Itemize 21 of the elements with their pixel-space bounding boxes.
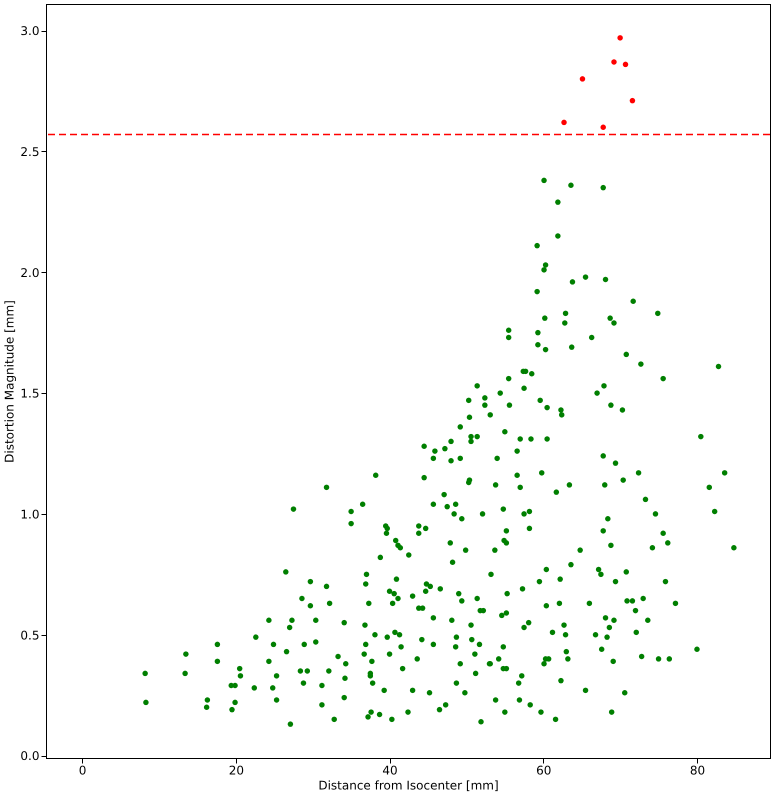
x-axis-title: Distance from Isocenter [mm] — [318, 778, 499, 792]
x-tick-label: 80 — [690, 764, 706, 778]
point — [622, 62, 628, 68]
point — [580, 76, 586, 82]
x-tick-label: 40 — [382, 764, 398, 778]
y-tick-label: 1.0 — [20, 507, 40, 522]
point — [600, 124, 606, 130]
y-tick-label: 2.5 — [20, 144, 40, 159]
y-tick-label: 0.0 — [20, 749, 40, 764]
x-tick-label: 60 — [536, 764, 552, 778]
point — [617, 35, 623, 41]
x-tick-label: 20 — [228, 764, 244, 778]
y-tick-label: 0.5 — [20, 628, 40, 642]
y-axis-title: Distortion Magnitude [mm] — [2, 300, 16, 463]
y-tick-label: 1.5 — [20, 386, 40, 401]
y-tick-label: 3.0 — [20, 24, 40, 38]
x-tick-label: 0 — [78, 764, 86, 778]
y-tick-label: 2.0 — [20, 266, 40, 280]
point — [611, 59, 617, 65]
point — [561, 120, 567, 126]
point — [630, 98, 636, 104]
